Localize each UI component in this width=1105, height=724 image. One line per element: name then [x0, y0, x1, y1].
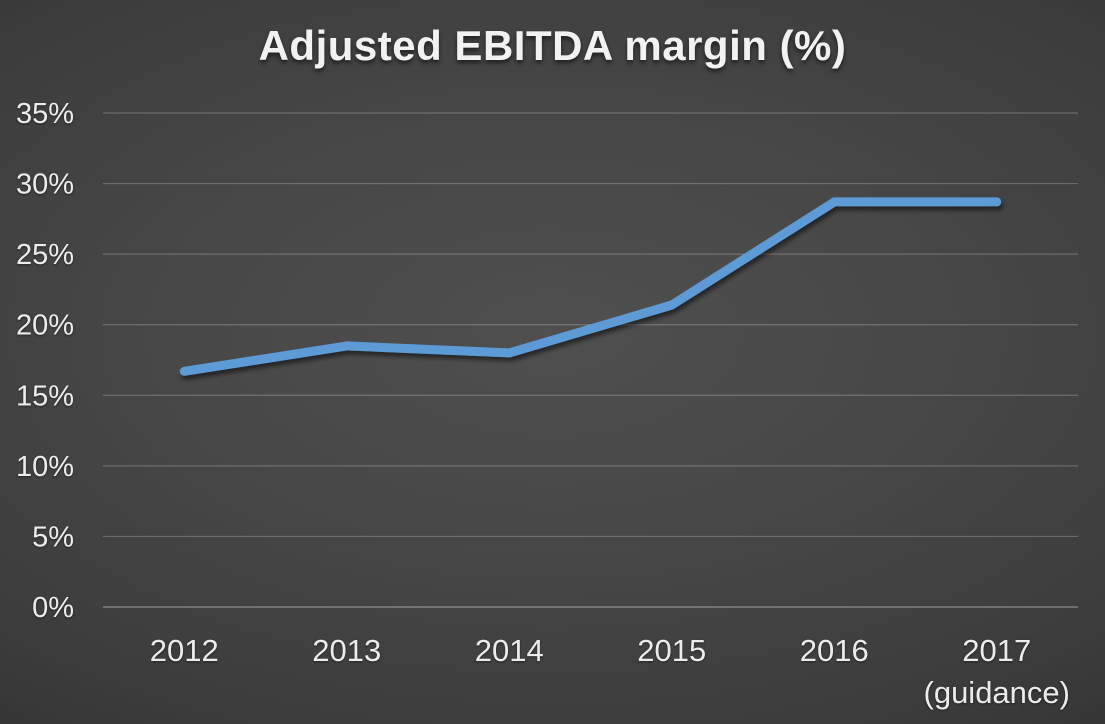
y-axis-tick-label: 0%: [32, 592, 74, 624]
y-axis-tick-label: 35%: [16, 98, 74, 130]
grid-layer: [103, 112, 1078, 608]
y-axis-tick-label: 5%: [32, 521, 74, 553]
chart-title: Adjusted EBITDA margin (%): [258, 22, 847, 69]
y-axis-tick-label: 15%: [16, 380, 74, 412]
x-axis-label: 2016: [800, 633, 869, 668]
data-series-line: [179, 197, 1002, 376]
axis-label-layer: 0% 5% 10% 15% 20% 25% 30% 35% 2012 2013 2014 2015 20…: [16, 98, 1070, 710]
y-axis-tick-label: 30%: [16, 169, 74, 201]
y-axis-tick-label: 10%: [16, 451, 74, 483]
y-axis-tick-label: 25%: [16, 239, 74, 271]
x-axis-label: 2017: [962, 633, 1031, 668]
x-axis-label: 2015: [637, 633, 706, 668]
x-axis-label: 2013: [312, 633, 381, 668]
y-axis-tick-label: 20%: [16, 310, 74, 342]
x-axis-label: (guidance): [924, 675, 1070, 710]
x-axis-label: 2012: [150, 633, 219, 668]
x-axis-label: 2014: [475, 633, 544, 668]
series-layer: [179, 197, 1002, 376]
